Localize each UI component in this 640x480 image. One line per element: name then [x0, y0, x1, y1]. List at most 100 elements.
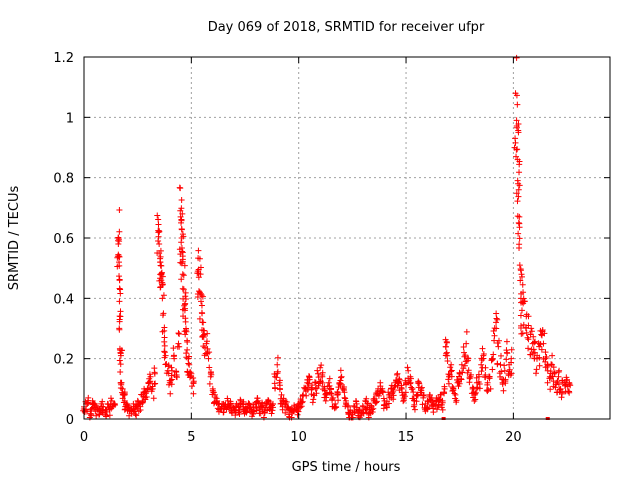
data-point [487, 385, 494, 392]
data-point [146, 379, 153, 386]
data-point [445, 371, 452, 378]
data-point [182, 296, 189, 303]
data-point [306, 374, 313, 381]
data-point [155, 229, 162, 236]
data-point [517, 277, 524, 284]
data-point [471, 397, 478, 404]
data-point [115, 259, 122, 266]
data-point [475, 371, 482, 378]
data-point [520, 289, 527, 296]
data-point [517, 322, 524, 329]
data-point [544, 379, 551, 386]
data-point [548, 374, 555, 381]
data-point [451, 390, 458, 397]
data-point [516, 224, 523, 231]
data-point [273, 374, 280, 381]
y-tick-label: 0.6 [53, 232, 74, 247]
data-point [150, 395, 157, 402]
data-point [174, 343, 181, 350]
data-point [200, 334, 207, 341]
data-point [167, 377, 174, 384]
data-point [161, 354, 168, 361]
data-point [268, 410, 275, 417]
data-point [331, 405, 338, 412]
data-point [155, 216, 162, 223]
data-point [142, 396, 149, 403]
data-point [342, 395, 349, 402]
data-point [515, 193, 522, 200]
data-point [118, 347, 125, 354]
data-point [380, 395, 387, 402]
data-point [424, 404, 431, 411]
data-point [258, 399, 265, 406]
data-point [198, 309, 205, 316]
data-point [220, 409, 227, 416]
data-point [503, 356, 510, 363]
data-point [186, 361, 193, 368]
data-point [157, 247, 164, 254]
data-point [152, 380, 159, 387]
data-point [110, 401, 117, 408]
data-point [337, 367, 344, 374]
data-point [159, 273, 166, 280]
data-point [180, 272, 187, 279]
data-point [450, 385, 457, 392]
data-point [515, 121, 522, 128]
data-point [206, 349, 213, 356]
data-point [312, 379, 319, 386]
x-axis-label: GPS time / hours [292, 460, 401, 475]
data-point [136, 401, 143, 408]
data-point [478, 368, 485, 375]
data-point [315, 370, 322, 377]
data-point [484, 381, 491, 388]
data-point [116, 357, 123, 364]
y-tick-label: 1 [66, 111, 74, 126]
data-point [353, 398, 360, 405]
data-point [493, 325, 500, 332]
data-point [195, 247, 202, 254]
data-point [398, 382, 405, 389]
data-point [440, 389, 447, 396]
data-point [383, 404, 390, 411]
data-point [460, 344, 467, 351]
data-point [165, 381, 172, 388]
data-point [179, 256, 186, 263]
data-point [517, 312, 524, 319]
data-point [464, 357, 471, 364]
data-point [155, 221, 162, 228]
data-point [106, 412, 113, 419]
data-point [555, 381, 562, 388]
data-point [178, 239, 185, 246]
data-point [516, 158, 523, 165]
data-point [139, 399, 146, 406]
data-point [184, 346, 191, 353]
data-point [182, 331, 189, 338]
data-point [507, 371, 514, 378]
data-point [237, 400, 244, 407]
data-point [116, 228, 123, 235]
data-point [181, 262, 188, 269]
data-point [498, 352, 505, 359]
data-point [537, 341, 544, 348]
data-point [488, 357, 495, 364]
data-point [513, 54, 520, 61]
data-point [314, 367, 321, 374]
data-point [182, 318, 189, 325]
data-point [491, 332, 498, 339]
data-point [116, 253, 123, 260]
data-point [515, 230, 522, 237]
data-point [525, 345, 532, 352]
data-point [532, 338, 539, 345]
data-point [117, 308, 124, 315]
data-point [502, 380, 509, 387]
data-point [448, 368, 455, 375]
data-point [501, 362, 508, 369]
data-point [456, 380, 463, 387]
data-point [521, 298, 528, 305]
data-point [500, 387, 507, 394]
data-point [566, 389, 573, 396]
data-point [117, 290, 124, 297]
x-tick-label: 15 [398, 430, 415, 445]
data-point [161, 324, 168, 331]
data-point [195, 274, 202, 281]
